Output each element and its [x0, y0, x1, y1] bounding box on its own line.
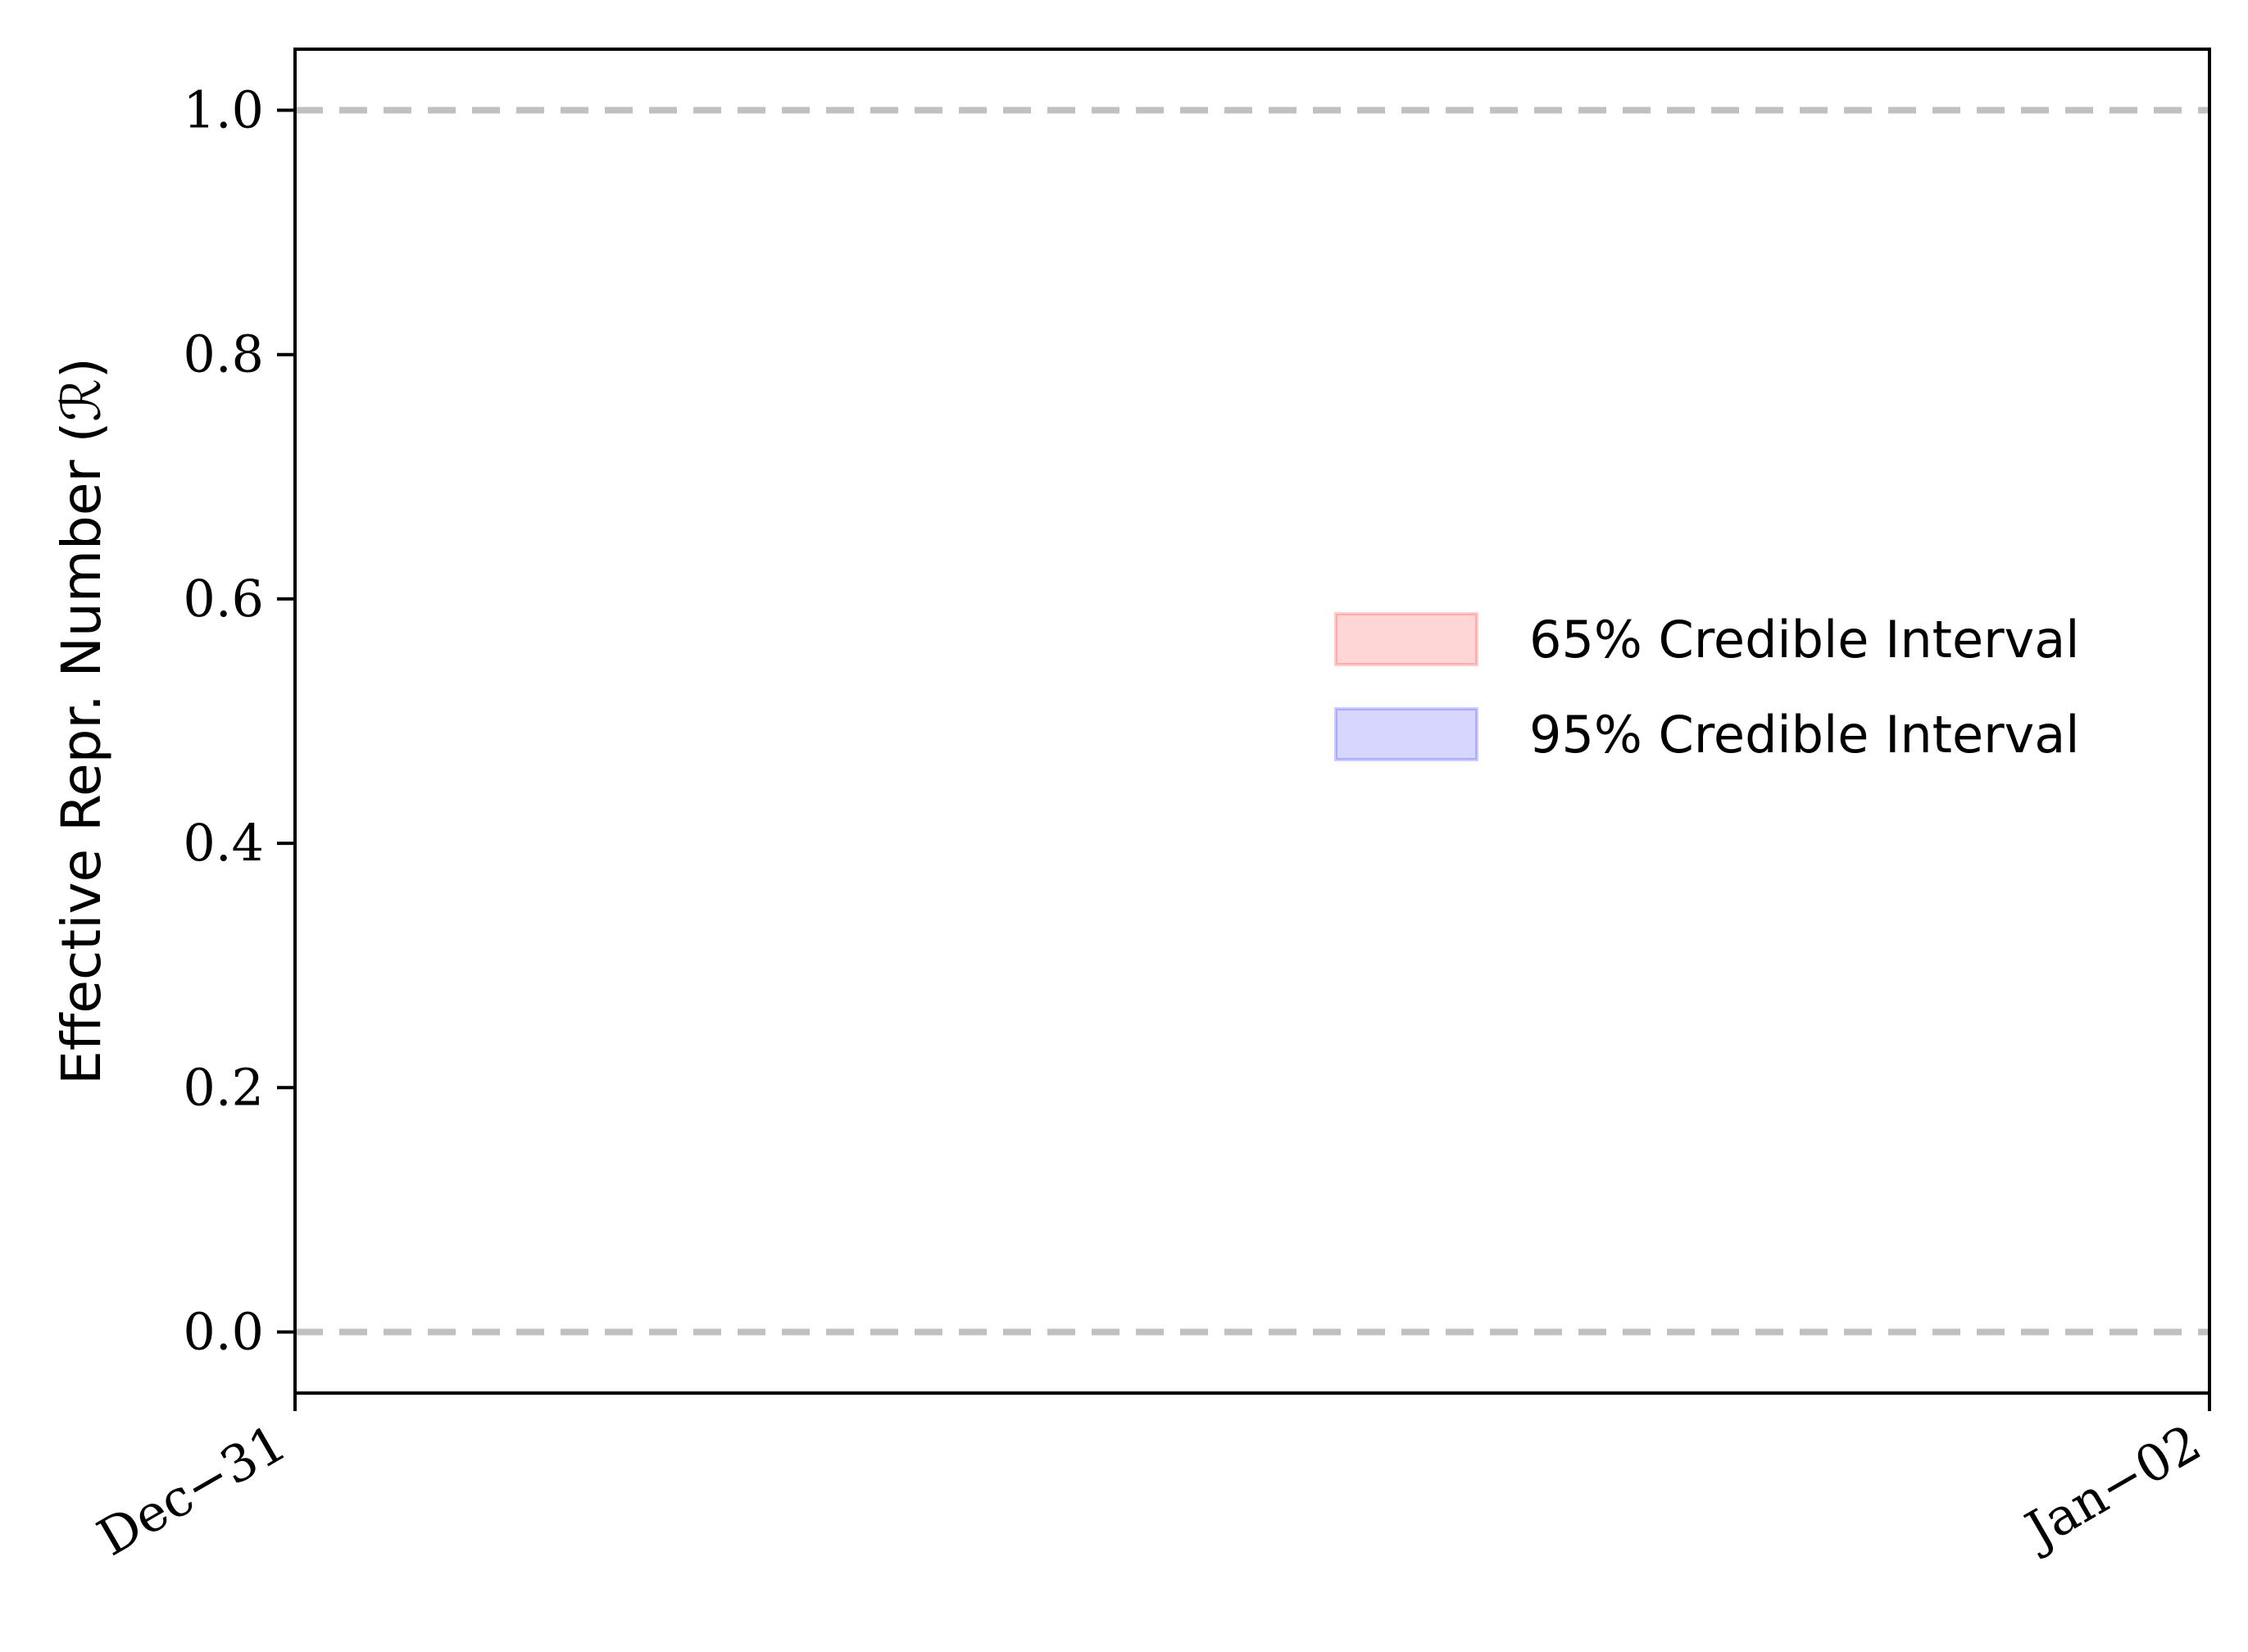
legend: 65% Credible Interval 95% Credible Inter…	[1334, 610, 2080, 765]
legend-label-95: 95% Credible Interval	[1529, 705, 2080, 765]
y-tick-label: 0.4	[183, 813, 264, 873]
legend-swatch-95	[1334, 707, 1478, 761]
y-tick-label: 0.8	[183, 324, 264, 384]
x-tick-label: Dec−31	[88, 1413, 297, 1568]
x-axis-ticks: Dec−31 Jan−02	[88, 1393, 2211, 1568]
legend-swatch-65	[1334, 612, 1478, 666]
y-tick-label: 1.0	[183, 80, 264, 140]
legend-label-65: 65% Credible Interval	[1529, 610, 2080, 669]
y-tick-label: 0.0	[183, 1301, 264, 1361]
y-tick-label: 0.2	[183, 1057, 264, 1117]
y-tick-label: 0.6	[183, 569, 264, 629]
y-axis-ticks: 0.0 0.2 0.4 0.6 0.8 1.0	[183, 80, 295, 1361]
x-tick-label: Jan−02	[2011, 1413, 2210, 1563]
y-axis-label: Effective Repr. Number (ℛ)	[50, 357, 113, 1085]
plot-area-frame	[293, 48, 2211, 1395]
